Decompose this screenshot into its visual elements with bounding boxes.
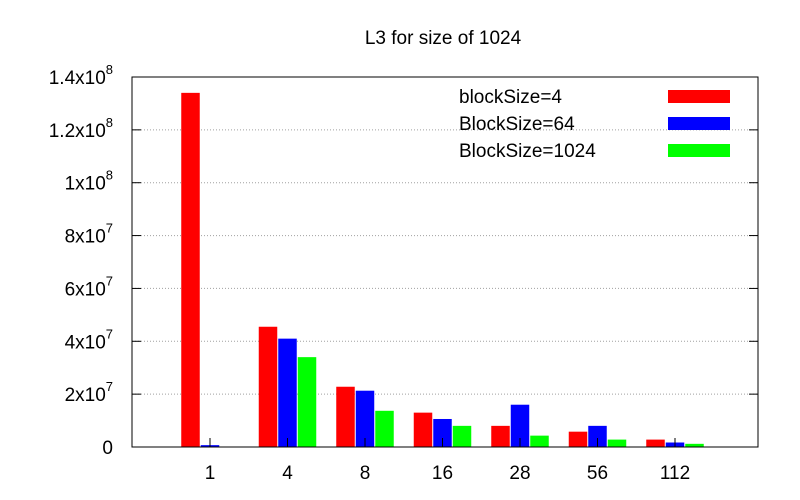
bar bbox=[510, 404, 530, 447]
bar bbox=[413, 412, 433, 447]
bar bbox=[375, 410, 394, 447]
y-tick-label: 1x108 bbox=[65, 168, 113, 195]
legend: blockSize=4 BlockSize=64 BlockSize=1024 bbox=[459, 87, 730, 162]
bar bbox=[607, 439, 627, 447]
y-tick-label: 2x107 bbox=[65, 379, 113, 406]
legend-swatch bbox=[668, 117, 730, 130]
bars-group bbox=[181, 92, 704, 447]
plot-frame bbox=[131, 76, 759, 448]
y-axis-ticks: 0 2x107 4x107 6x107 8x107 1x108 1.2x108 1.4x108 bbox=[49, 62, 758, 459]
y-tick-label: 0 bbox=[102, 438, 113, 459]
x-tick-label: 16 bbox=[432, 463, 453, 484]
x-axis-ticks: 1 4 8 16 28 56 112 bbox=[205, 438, 690, 484]
y-tick-label: 1.2x108 bbox=[49, 115, 113, 142]
x-tick-label: 28 bbox=[509, 463, 530, 484]
legend-swatch bbox=[668, 90, 730, 103]
bar bbox=[452, 425, 472, 447]
legend-label: BlockSize=64 bbox=[459, 114, 575, 135]
bar bbox=[685, 443, 704, 447]
legend-label: BlockSize=1024 bbox=[459, 141, 596, 162]
bar bbox=[568, 431, 588, 447]
y-tick-label: 8x107 bbox=[65, 221, 113, 248]
x-tick-label: 8 bbox=[360, 463, 371, 484]
legend-label: blockSize=4 bbox=[459, 87, 562, 108]
chart-title: L3 for size of 1024 bbox=[365, 28, 522, 49]
x-tick-label: 112 bbox=[660, 463, 690, 484]
x-tick-label: 1 bbox=[205, 463, 216, 484]
bar bbox=[355, 390, 375, 447]
bar bbox=[646, 439, 665, 447]
y-tick-label: 6x107 bbox=[65, 273, 113, 300]
y-tick-label: 4x107 bbox=[65, 326, 113, 353]
bar bbox=[530, 435, 549, 447]
bar bbox=[297, 357, 317, 447]
x-tick-label: 4 bbox=[282, 463, 293, 484]
bar bbox=[258, 326, 278, 447]
bar bbox=[181, 92, 200, 447]
axes bbox=[131, 76, 759, 448]
y-tick-label: 1.4x108 bbox=[49, 62, 113, 89]
gridlines bbox=[132, 129, 758, 395]
bar bbox=[491, 425, 510, 447]
bar bbox=[588, 425, 607, 447]
legend-swatch bbox=[668, 144, 730, 157]
bar bbox=[433, 418, 452, 447]
bar bbox=[336, 386, 355, 447]
x-tick-label: 56 bbox=[587, 463, 608, 484]
bar bbox=[278, 338, 297, 447]
